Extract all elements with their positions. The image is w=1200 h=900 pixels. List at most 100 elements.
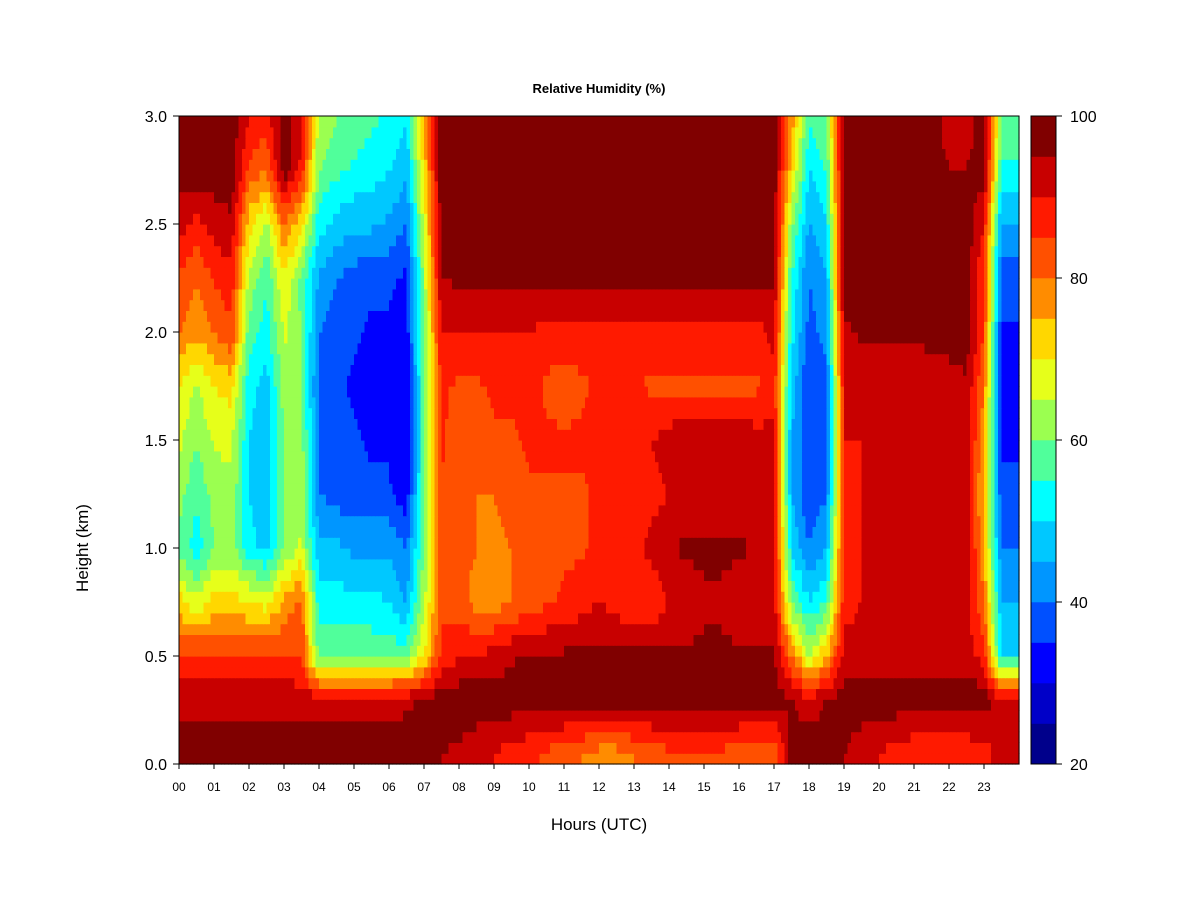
heatmap-cell	[354, 537, 359, 549]
heatmap-cell	[742, 580, 747, 592]
heatmap-cell	[854, 645, 859, 657]
heatmap-cell	[931, 558, 936, 571]
heatmap-cell	[763, 537, 768, 549]
heatmap-cell	[515, 634, 520, 646]
heatmap-cell	[417, 720, 422, 733]
heatmap-cell	[329, 537, 334, 549]
heatmap-cell	[186, 688, 191, 700]
heatmap-cell	[459, 656, 464, 668]
heatmap-cell	[914, 645, 919, 657]
heatmap-cell	[977, 731, 982, 743]
heatmap-cell	[315, 558, 320, 571]
heatmap-cell	[868, 612, 873, 625]
heatmap-cell	[683, 548, 688, 560]
heatmap-cell	[532, 569, 537, 581]
heatmap-cell	[424, 612, 429, 625]
heatmap-cell	[735, 602, 740, 614]
heatmap-cell	[672, 623, 677, 635]
heatmap-cell	[455, 688, 460, 700]
heatmap-cell	[665, 742, 670, 754]
heatmap-cell	[707, 666, 712, 679]
heatmap-cell	[767, 666, 772, 679]
heatmap-cell	[476, 558, 481, 571]
heatmap-cell	[1005, 634, 1010, 646]
heatmap-cell	[882, 699, 887, 711]
heatmap-cell	[788, 710, 793, 722]
heatmap-cell	[228, 612, 233, 625]
heatmap-cell	[378, 580, 383, 592]
heatmap-cell	[574, 753, 579, 765]
heatmap-cell	[462, 558, 467, 571]
heatmap-cell	[854, 720, 859, 733]
heatmap-cell	[592, 688, 597, 700]
heatmap-cell	[634, 666, 639, 679]
heatmap-cell	[259, 731, 264, 743]
heatmap-cell	[235, 699, 240, 711]
heatmap-cell	[910, 558, 915, 571]
heatmap-cell	[641, 688, 646, 700]
heatmap-cell	[189, 720, 194, 733]
heatmap-cell	[448, 580, 453, 592]
heatmap-cell	[525, 688, 530, 700]
heatmap-cell	[795, 720, 800, 733]
heatmap-cell	[252, 753, 257, 765]
heatmap-cell	[550, 623, 555, 635]
heatmap-cell	[308, 753, 313, 765]
heatmap-cell	[273, 710, 278, 722]
heatmap-cell	[203, 591, 208, 603]
heatmap-cell	[466, 720, 471, 733]
heatmap-cell	[476, 699, 481, 711]
heatmap-cell	[287, 558, 292, 571]
heatmap-cell	[847, 656, 852, 668]
heatmap-cell	[424, 623, 429, 635]
heatmap-cell	[718, 548, 723, 560]
heatmap-cell	[238, 710, 243, 722]
heatmap-cell	[588, 548, 593, 560]
heatmap-cell	[763, 634, 768, 646]
heatmap-cell	[560, 612, 565, 625]
heatmap-cell	[833, 548, 838, 560]
heatmap-cell	[455, 753, 460, 765]
heatmap-cell	[774, 591, 779, 603]
heatmap-cell	[819, 537, 824, 549]
heatmap-cell	[963, 742, 968, 754]
heatmap-cell	[858, 656, 863, 668]
heatmap-cell	[238, 699, 243, 711]
heatmap-cell	[368, 548, 373, 560]
heatmap-cell	[396, 558, 401, 571]
heatmap-cell	[711, 591, 716, 603]
heatmap-cell	[840, 731, 845, 743]
heatmap-cell	[753, 656, 758, 668]
heatmap-cell	[438, 623, 443, 635]
heatmap-cell	[340, 602, 345, 614]
heatmap-cell	[231, 656, 236, 668]
heatmap-cell	[228, 753, 233, 765]
heatmap-cell	[501, 634, 506, 646]
heatmap-cell	[802, 537, 807, 549]
heatmap-cell	[819, 688, 824, 700]
heatmap-cell	[445, 548, 450, 560]
heatmap-cell	[802, 677, 807, 689]
heatmap-cell	[924, 699, 929, 711]
heatmap-cell	[459, 580, 464, 592]
heatmap-cell	[333, 742, 338, 754]
heatmap-cell	[637, 569, 642, 581]
heatmap-cell	[791, 688, 796, 700]
heatmap-cell	[704, 634, 709, 646]
heatmap-cell	[707, 742, 712, 754]
heatmap-cell	[287, 602, 292, 614]
heatmap-cell	[490, 731, 495, 743]
heatmap-cell	[868, 580, 873, 592]
heatmap-cell	[557, 558, 562, 571]
heatmap-cell	[889, 677, 894, 689]
heatmap-cell	[599, 699, 604, 711]
heatmap-cell	[235, 742, 240, 754]
heatmap-cell	[578, 612, 583, 625]
heatmap-cell	[298, 591, 303, 603]
heatmap-cell	[291, 623, 296, 635]
heatmap-cell	[739, 688, 744, 700]
heatmap-cell	[336, 634, 341, 646]
heatmap-cell	[882, 753, 887, 765]
heatmap-cell	[546, 666, 551, 679]
heatmap-cell	[945, 688, 950, 700]
